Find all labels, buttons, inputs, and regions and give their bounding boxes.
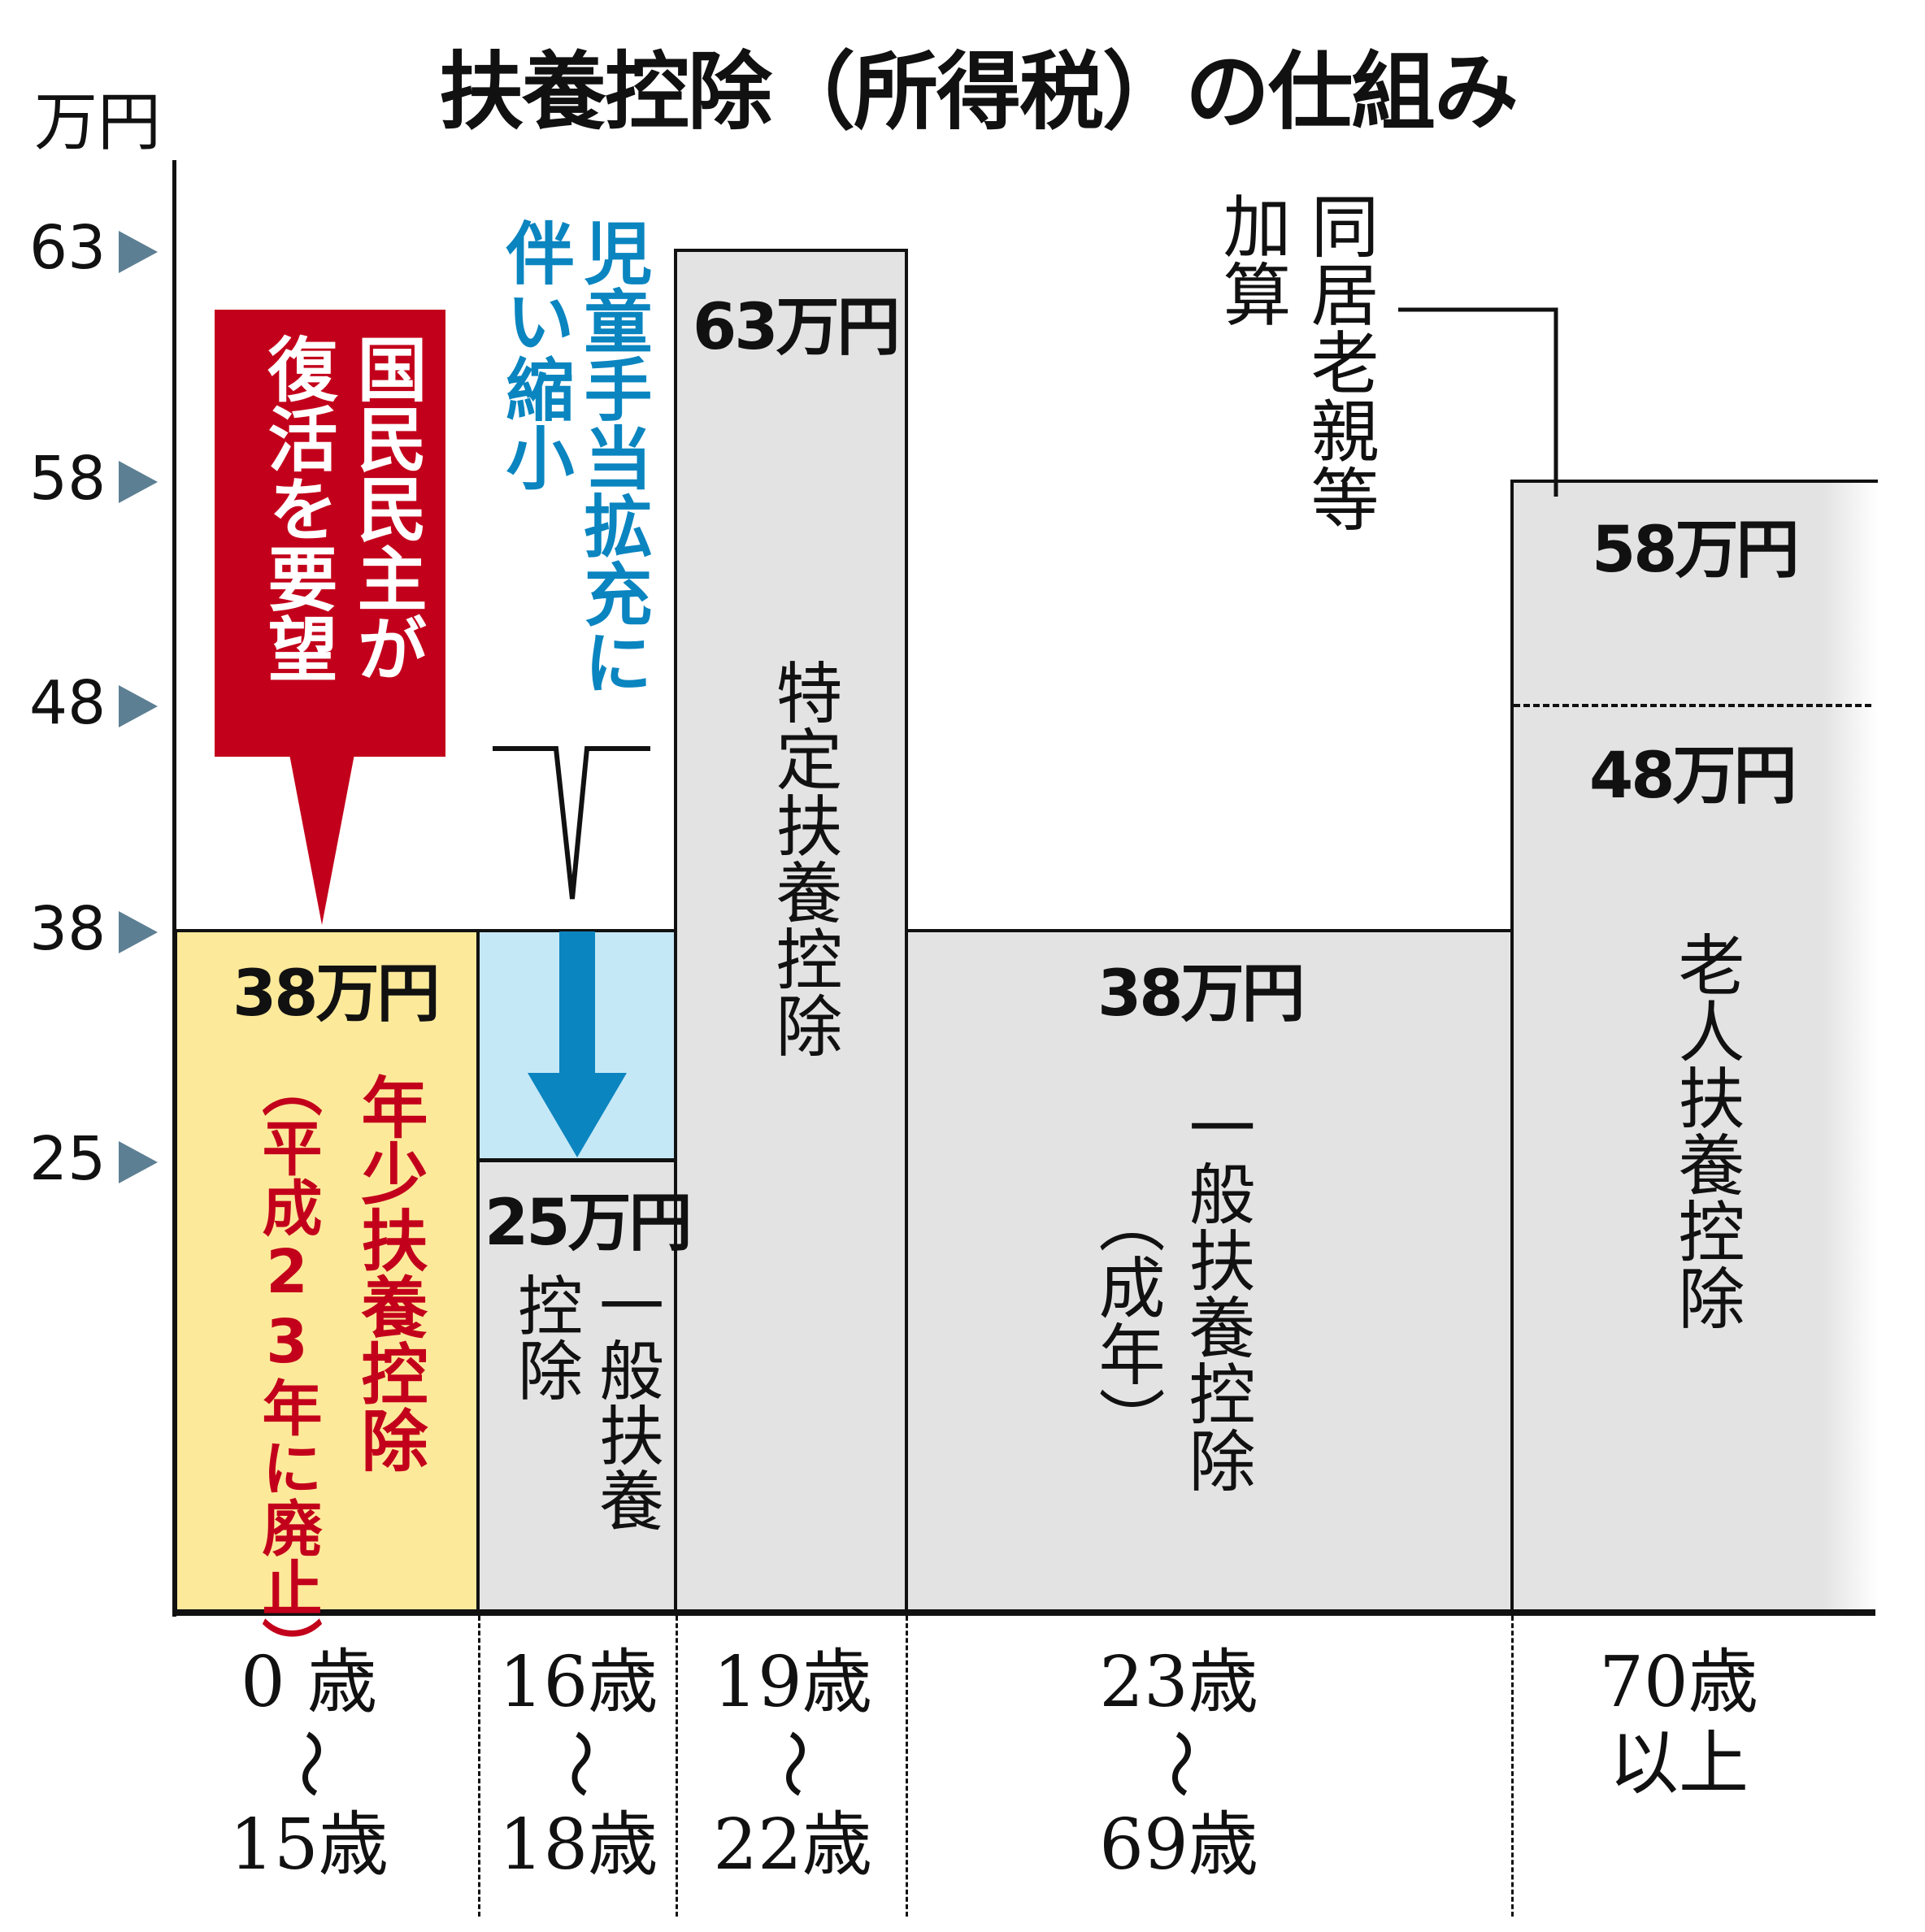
value-label-youth: 38万円 [232, 957, 441, 1031]
bar-name-adult: 一般扶養控除 [1177, 1093, 1254, 1493]
y-tick-58: 58 [29, 444, 106, 514]
tick-marker-icon [119, 685, 158, 727]
age-sep: 〜 [1138, 1729, 1219, 1799]
age-to: 15歳 [229, 1804, 389, 1886]
x-separator [676, 1616, 678, 1917]
bar-name-16-18-line1: 一般扶養 [589, 1272, 664, 1532]
blue-note-line2: 伴い縮小 [495, 218, 575, 491]
age-from: 23歳 [1099, 1642, 1258, 1723]
x-axis [172, 1609, 1875, 1616]
base-level-dashed-line [1514, 704, 1871, 707]
tick-marker-icon [119, 911, 158, 953]
age-group-4: 70歳 以上 [1573, 1642, 1784, 1804]
y-tick-25: 25 [29, 1124, 106, 1194]
tick-marker-icon [119, 231, 158, 273]
tick-marker-icon [119, 461, 158, 503]
addon-note-line2: 加算 [1212, 191, 1292, 328]
addon-leader-line [1398, 307, 1558, 497]
blue-note-line1: 児童手当拡充に [573, 218, 653, 696]
age-to: 22歳 [713, 1804, 872, 1886]
bracket-pointer [493, 746, 650, 900]
value-label-specific: 63万円 [693, 291, 901, 364]
age-to: 18歳 [498, 1804, 658, 1886]
red-callout-line2: 復活を要望 [255, 333, 337, 683]
red-callout-pointer [289, 754, 354, 925]
value-label-elderly-base: 48万円 [1589, 740, 1797, 813]
red-callout-box [215, 310, 445, 757]
age-to: 69歳 [1099, 1804, 1258, 1886]
bar-name-youth: 年少扶養控除 [350, 1073, 427, 1473]
age-from: 70歳 [1599, 1642, 1758, 1723]
tick-marker-icon [119, 1141, 158, 1183]
red-callout-line1: 国民民主が [345, 333, 426, 683]
addon-note-line1: 同居老親等 [1300, 191, 1380, 532]
bar-note-abolished: （平成23年に廃止） [252, 1057, 322, 1678]
y-tick-38: 38 [29, 894, 106, 964]
y-tick-48: 48 [29, 668, 106, 738]
age-group-3: 23歳 〜 69歳 [1073, 1642, 1284, 1886]
age-sep: 〜 [537, 1729, 619, 1799]
y-tick-63: 63 [29, 213, 106, 283]
chart-title: 扶養控除（所得税）の仕組み [439, 42, 1519, 141]
bar-specific-dependent [674, 249, 908, 1612]
value-label-elderly-total: 58万円 [1592, 514, 1800, 587]
age-to: 以上 [1609, 1723, 1749, 1804]
bar-general-adult [905, 929, 1514, 1612]
bar-youth-dependent [174, 929, 480, 1612]
x-separator [906, 1616, 908, 1917]
age-sep: 〜 [752, 1729, 833, 1799]
age-group-1: 16歳 〜 18歳 [483, 1642, 674, 1886]
age-group-2: 19歳 〜 22歳 [691, 1642, 894, 1886]
bar-elderly-dependent [1510, 480, 1878, 1612]
x-separator [478, 1616, 480, 1917]
down-arrow-icon [528, 1073, 627, 1157]
y-axis [172, 160, 176, 1617]
bar-general-16-18 [476, 1159, 677, 1612]
age-group-0: 0 歳 〜 15歳 [203, 1642, 415, 1886]
bar-name-elderly: 老人扶養控除 [1666, 931, 1744, 1331]
value-label-adult: 38万円 [1097, 957, 1306, 1031]
age-from: 0 歳 [240, 1642, 378, 1723]
value-label-16-18: 25万円 [485, 1187, 693, 1260]
bar-note-adult: （成年） [1087, 1187, 1164, 1453]
bar-name-specific: 特定扶養控除 [764, 658, 841, 1058]
age-from: 16歳 [498, 1642, 658, 1723]
age-from: 19歳 [713, 1642, 872, 1723]
arrow-shaft [559, 931, 595, 1078]
x-separator [1511, 1616, 1514, 1917]
y-axis-unit: 万円 [34, 86, 162, 159]
bar-name-16-18-line2: 控除 [507, 1272, 583, 1402]
age-sep: 〜 [268, 1729, 350, 1799]
